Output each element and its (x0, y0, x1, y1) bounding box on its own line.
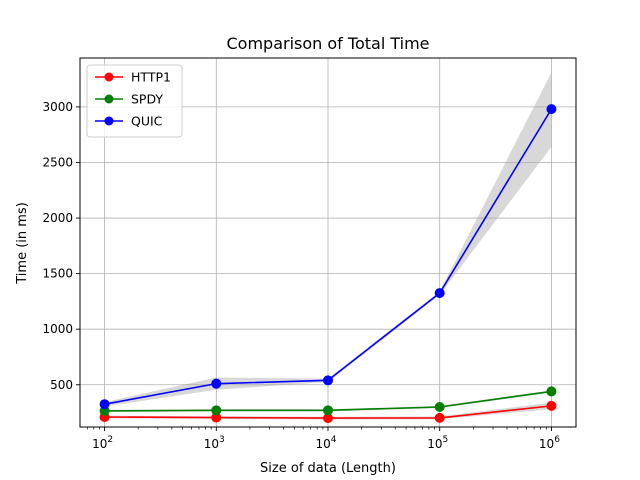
data-point-quic-0 (99, 399, 110, 410)
data-point-spdy-4 (546, 386, 557, 397)
y-tick-label-2: 1500 (42, 267, 73, 281)
legend-marker-quic (104, 116, 114, 126)
x-tick-label-3: 105 (427, 435, 448, 451)
legend: HTTP1 SPDY QUIC (86, 64, 183, 138)
data-point-spdy-1 (211, 405, 222, 416)
y-tick-label-4: 2500 (42, 155, 73, 169)
y-tick-label-5: 3000 (42, 100, 73, 114)
data-point-spdy-3 (434, 401, 445, 412)
y-tick-label-1: 1000 (42, 322, 73, 336)
y-tick-label-0: 500 (50, 378, 73, 392)
y-tick-label-3: 2000 (42, 211, 73, 225)
data-point-http1-4 (546, 400, 557, 411)
legend-label-quic: QUIC (131, 114, 163, 129)
data-point-quic-3 (434, 288, 445, 299)
axes: 102 103 104 105 106 500 1000 1500 2000 2500 3000 (42, 57, 577, 451)
data-point-http1-3 (434, 412, 445, 423)
x-tick-label-4: 106 (539, 435, 560, 451)
legend-label-http1: HTTP1 (131, 70, 171, 85)
legend-marker-spdy (104, 94, 114, 104)
data-point-quic-4 (546, 104, 557, 115)
chart-title: Comparison of Total Time (227, 34, 430, 53)
x-axis-label: Size of data (Length) (260, 461, 396, 476)
data-point-quic-2 (323, 375, 333, 386)
x-tick-label-2: 104 (315, 435, 336, 451)
legend-label-spdy: SPDY (131, 92, 163, 107)
legend-marker-http1 (104, 72, 114, 82)
y-axis-label: Time (in ms) (15, 202, 30, 285)
series-lines (99, 104, 557, 424)
x-tick-label-0: 102 (92, 435, 113, 451)
x-tick-label-1: 103 (204, 435, 225, 451)
data-point-quic-1 (211, 378, 222, 389)
data-point-spdy-2 (323, 405, 333, 416)
